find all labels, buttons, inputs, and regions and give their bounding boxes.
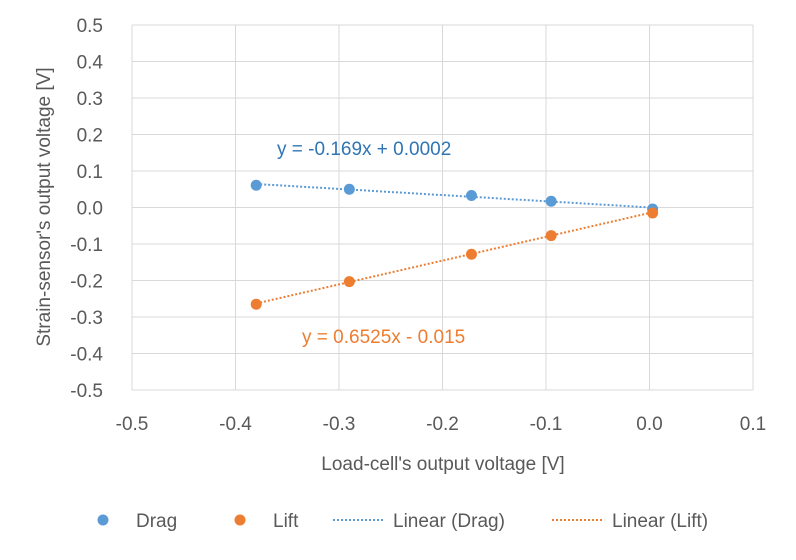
legend-item-linear-drag: Linear (Drag) [333,511,505,532]
legend-label-drag: Drag [136,511,177,532]
point-drag [465,189,477,201]
x-tick-label: -0.3 [323,414,356,435]
x-tick-label: -0.5 [116,414,149,435]
y-tick-label: 0.2 [77,126,103,147]
y-tick-label: -0.4 [70,345,103,366]
y-tick-label: -0.2 [70,272,103,293]
trendline-lift [255,211,653,305]
x-tick-label: -0.1 [530,414,563,435]
y-tick-label: 0.1 [77,162,103,183]
x-tick-label: -0.4 [219,414,252,435]
x-axis-title: Load-cell's output voltage [V] [321,454,564,475]
x-tick-label: 0.1 [740,414,766,435]
y-tick-label: -0.5 [70,381,103,402]
legend-marker-lift [234,514,246,526]
point-lift [647,207,659,219]
legend-item-linear-lift: Linear (Lift) [552,511,708,532]
legend: Drag Lift Linear (Drag) Linear (Lift) [97,511,708,532]
point-lift [545,230,557,242]
y-tick-label: -0.3 [70,308,103,329]
equation-label-lift: y = 0.6525x - 0.015 [302,327,465,348]
y-tick-label: -0.1 [70,235,103,256]
legend-marker-drag [97,514,109,526]
y-tick-label: 0.0 [77,199,103,220]
point-lift [343,276,355,288]
axes: -0.5 -0.4 -0.3 -0.2 -0.1 0.0 0.1 0.5 0.4 0.3 0.2 0.… [70,16,766,435]
legend-label-linear-lift: Linear (Lift) [612,511,708,532]
x-tick-label: -0.2 [426,414,459,435]
point-lift [250,298,262,310]
legend-label-lift: Lift [273,511,299,532]
legend-item-lift: Lift [234,511,299,532]
point-drag [250,179,262,191]
point-drag [343,183,355,195]
equation-label-drag: y = -0.169x + 0.0002 [277,139,451,160]
y-tick-label: 0.3 [77,89,103,110]
y-axis-title: Strain-sensor's output voltage [V] [34,67,55,346]
point-drag [545,195,557,207]
legend-label-linear-drag: Linear (Drag) [393,511,505,532]
legend-item-drag: Drag [97,511,177,532]
trendline-drag [256,182,653,209]
x-tick-label: 0.0 [636,414,662,435]
data-points [250,179,659,310]
point-lift [465,248,477,260]
y-tick-label: 0.4 [77,53,104,74]
y-tick-label: 0.5 [77,16,103,37]
